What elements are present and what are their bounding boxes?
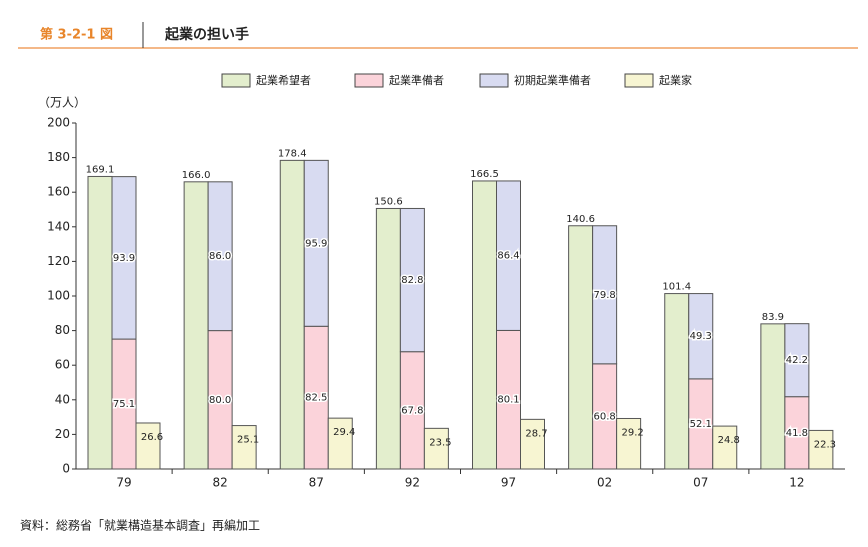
data-label: 29.4 [333,427,355,438]
data-label: 60.8 [593,411,615,422]
x-tick-label: 97 [501,476,516,490]
data-label: 42.2 [786,355,808,366]
bar [231,425,257,470]
legend-label: 起業準備者 [389,73,444,87]
bar [327,417,353,470]
data-label: 29.2 [621,427,643,438]
bar [399,351,425,470]
bar [472,180,497,470]
data-label: 140.6 [566,214,595,225]
bar [592,225,618,365]
legend-swatch [354,73,384,88]
bar [784,396,810,470]
bar [423,427,449,470]
bar [712,425,738,470]
data-label: 86.0 [209,251,231,262]
data-label: 75.1 [113,399,135,410]
bar [520,418,545,470]
y-tick-label: 80 [55,323,70,337]
bar [279,159,305,470]
data-label: 82.8 [401,275,423,286]
legend-label: 初期起業準備者 [514,73,591,87]
bar [207,330,233,470]
data-label: 82.5 [305,393,327,404]
data-label: 24.8 [718,435,740,446]
data-label: 93.9 [113,253,135,264]
bar [303,325,329,470]
y-tick-label: 60 [55,358,70,372]
y-tick-label: 200 [47,116,70,130]
bar [496,180,521,331]
legend-label: 起業希望者 [256,73,311,87]
data-label: 26.6 [141,432,163,443]
bar [111,176,137,340]
y-tick-label: 0 [62,462,70,476]
data-label: 178.4 [278,148,307,159]
bar [592,363,618,470]
data-label: 67.8 [401,405,423,416]
chart-title: 起業の担い手 [164,26,249,43]
bar [784,323,810,398]
bar [568,225,594,470]
y-tick-label: 140 [47,219,70,233]
y-tick-label: 160 [47,185,70,199]
bar [616,417,642,470]
bar [207,181,233,332]
legend-swatch [624,73,654,88]
x-tick-label: 07 [693,476,708,490]
data-label: 80.0 [209,395,231,406]
data-label: 25.1 [237,435,259,446]
legend-label: 起業家 [659,73,692,87]
data-label: 80.1 [497,395,519,406]
x-tick-label: 87 [309,476,324,490]
y-tick-label: 100 [47,289,70,303]
data-label: 28.7 [525,428,547,439]
source: 資料：総務省「就業構造基本調査」再編加工 [20,518,260,533]
bar [688,293,714,380]
y-tick-label: 120 [47,254,70,268]
data-label: 49.3 [690,331,712,342]
data-label: 169.1 [86,164,115,175]
bar [664,293,690,470]
bar [135,422,161,470]
x-tick-label: 02 [597,476,612,490]
x-tick-label: 12 [789,476,804,490]
bar [183,181,209,470]
data-label: 52.1 [690,419,712,430]
bar [375,207,401,470]
x-tick-label: 92 [405,476,420,490]
y-tick-label: 180 [47,150,70,164]
data-label: 95.9 [305,238,327,249]
data-label: 23.5 [429,437,451,448]
data-label: 86.4 [497,251,519,262]
data-label: 150.6 [374,196,403,207]
figure-label: 第 3-2-1 図 [40,27,113,43]
data-label: 166.5 [470,169,499,180]
bar [808,429,834,470]
legend-swatch [479,73,509,88]
y-tick-label: 40 [55,392,70,406]
data-label: 166.0 [182,170,211,181]
x-tick-label: 82 [213,476,228,490]
data-label: 83.9 [762,312,784,323]
y-axis-label: （万人） [38,96,86,110]
data-label: 41.8 [786,428,808,439]
bar [87,175,113,470]
bar [399,207,425,353]
data-label: 101.4 [662,282,691,293]
x-tick-label: 79 [116,476,131,490]
bar [303,159,329,327]
legend: 起業希望者 起業準備者 初期起業準備者 起業家 [221,73,692,88]
bar [111,338,137,470]
data-label: 79.8 [593,290,615,301]
legend-swatch [221,73,251,88]
data-label: 22.3 [814,439,836,450]
y-tick-label: 20 [55,427,70,441]
bar [760,323,786,470]
